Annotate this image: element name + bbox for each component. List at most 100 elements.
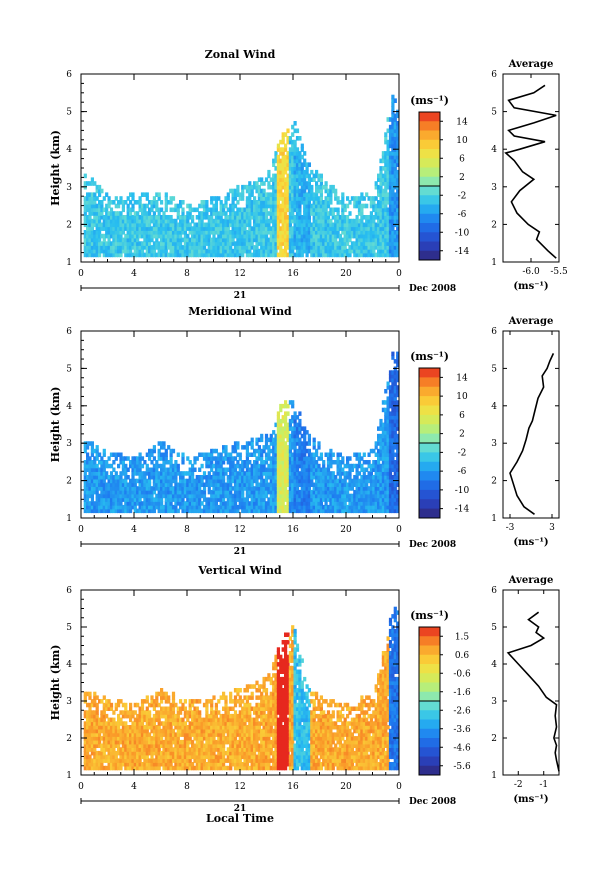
heatmap-cell <box>136 215 140 220</box>
heatmap-cell <box>167 215 171 220</box>
heatmap-cell <box>362 486 366 491</box>
heatmap-cell <box>286 501 290 506</box>
heatmap-cell <box>388 497 393 502</box>
heatmap-cell <box>393 166 397 171</box>
heatmap-cell <box>152 467 156 472</box>
heatmap-cell <box>279 471 283 476</box>
heatmap-cell <box>295 489 300 495</box>
heatmap-cell <box>305 215 309 220</box>
heatmap-cell <box>279 151 283 156</box>
heatmap-cell <box>264 482 269 487</box>
heatmap-cell <box>205 460 209 465</box>
heatmap-cell <box>148 452 152 457</box>
heatmap-cell <box>388 230 393 235</box>
heatmap-cell <box>102 508 106 514</box>
heatmap-cell <box>95 765 99 771</box>
heatmap-cell <box>100 489 104 495</box>
heatmap-cell <box>396 392 400 398</box>
heatmap-cell <box>307 463 311 469</box>
heatmap-cell <box>250 226 254 231</box>
heatmap-cell <box>222 237 226 243</box>
heatmap-cell <box>355 463 359 469</box>
heatmap-cell <box>396 497 400 502</box>
heatmap-cell <box>148 211 152 216</box>
heatmap-cell <box>298 418 302 424</box>
heatmap-cell <box>264 237 269 243</box>
heatmap-cell <box>286 475 290 480</box>
heatmap-cell <box>298 456 302 461</box>
heatmap-cell <box>86 463 90 469</box>
heatmap-cell <box>93 754 97 760</box>
heatmap-cell <box>202 475 207 480</box>
heatmap-cell <box>288 478 292 484</box>
heatmap-cell <box>391 143 395 149</box>
heatmap-cell <box>124 504 128 510</box>
heatmap-cell <box>250 237 254 243</box>
heatmap-cell <box>279 445 283 450</box>
heatmap-cell <box>384 441 388 446</box>
heatmap-cell <box>348 493 352 499</box>
heatmap-cell <box>214 489 218 495</box>
heatmap-cell <box>102 215 106 220</box>
heatmap-cell <box>83 475 87 480</box>
heatmap-cell <box>217 475 221 480</box>
heatmap-cell <box>155 192 159 197</box>
heatmap-cell <box>248 508 252 514</box>
heatmap-cell <box>274 207 278 213</box>
heatmap-cell <box>155 207 159 213</box>
heatmap-cell <box>379 230 383 235</box>
heatmap-cell <box>305 493 309 499</box>
heatmap-cell <box>343 508 347 514</box>
heatmap-cell <box>95 226 99 231</box>
heatmap-cell <box>288 418 292 424</box>
heatmap-cell <box>322 211 326 216</box>
heatmap-cell <box>274 230 278 235</box>
heatmap-cell <box>136 226 140 231</box>
heatmap-cell <box>231 200 235 205</box>
heatmap-cell <box>329 475 333 480</box>
heatmap-cell <box>260 504 264 510</box>
heatmap-cell <box>231 226 235 231</box>
heatmap-cell <box>362 475 366 480</box>
heatmap-cell <box>267 467 271 472</box>
heatmap-cell <box>298 215 302 220</box>
heatmap-cell <box>176 497 180 502</box>
heatmap-cell <box>298 489 302 495</box>
heatmap-cell <box>326 475 331 480</box>
heatmap-cell <box>188 489 192 495</box>
colorbar-segment <box>419 213 440 224</box>
heatmap-cell <box>334 252 338 258</box>
heatmap-cell <box>152 508 156 514</box>
heatmap-cell <box>307 233 311 239</box>
heatmap-cell <box>102 706 106 711</box>
heatmap-cell <box>307 486 311 491</box>
heatmap-cell <box>388 374 393 379</box>
heatmap-cell <box>112 200 116 205</box>
heatmap-cell <box>100 248 104 254</box>
heatmap-cell <box>238 452 242 457</box>
heatmap-cell <box>162 508 166 514</box>
heatmap-cell <box>341 482 345 487</box>
heatmap-cell <box>238 486 242 491</box>
heatmap-cell <box>200 478 204 484</box>
heatmap-cell <box>295 497 300 502</box>
heatmap-cell <box>286 162 290 167</box>
heatmap-cell <box>353 497 357 502</box>
heatmap-cell <box>336 248 340 254</box>
heatmap-cell <box>90 713 94 719</box>
heatmap-cell <box>357 218 362 224</box>
heatmap-cell <box>305 463 309 469</box>
colorbar-segment <box>419 204 440 215</box>
heatmap-cell <box>248 478 252 484</box>
heatmap-cell <box>93 736 97 741</box>
heatmap-cell <box>83 241 87 246</box>
heatmap-cell <box>248 475 252 480</box>
heatmap-cell <box>331 207 335 213</box>
heatmap-cell <box>226 233 230 239</box>
heatmap-cell <box>253 467 257 472</box>
heatmap-cell <box>107 504 111 510</box>
heatmap-cell <box>98 743 102 748</box>
heatmap-cell <box>396 177 400 182</box>
heatmap-cell <box>93 743 97 748</box>
heatmap-cell <box>286 489 290 495</box>
